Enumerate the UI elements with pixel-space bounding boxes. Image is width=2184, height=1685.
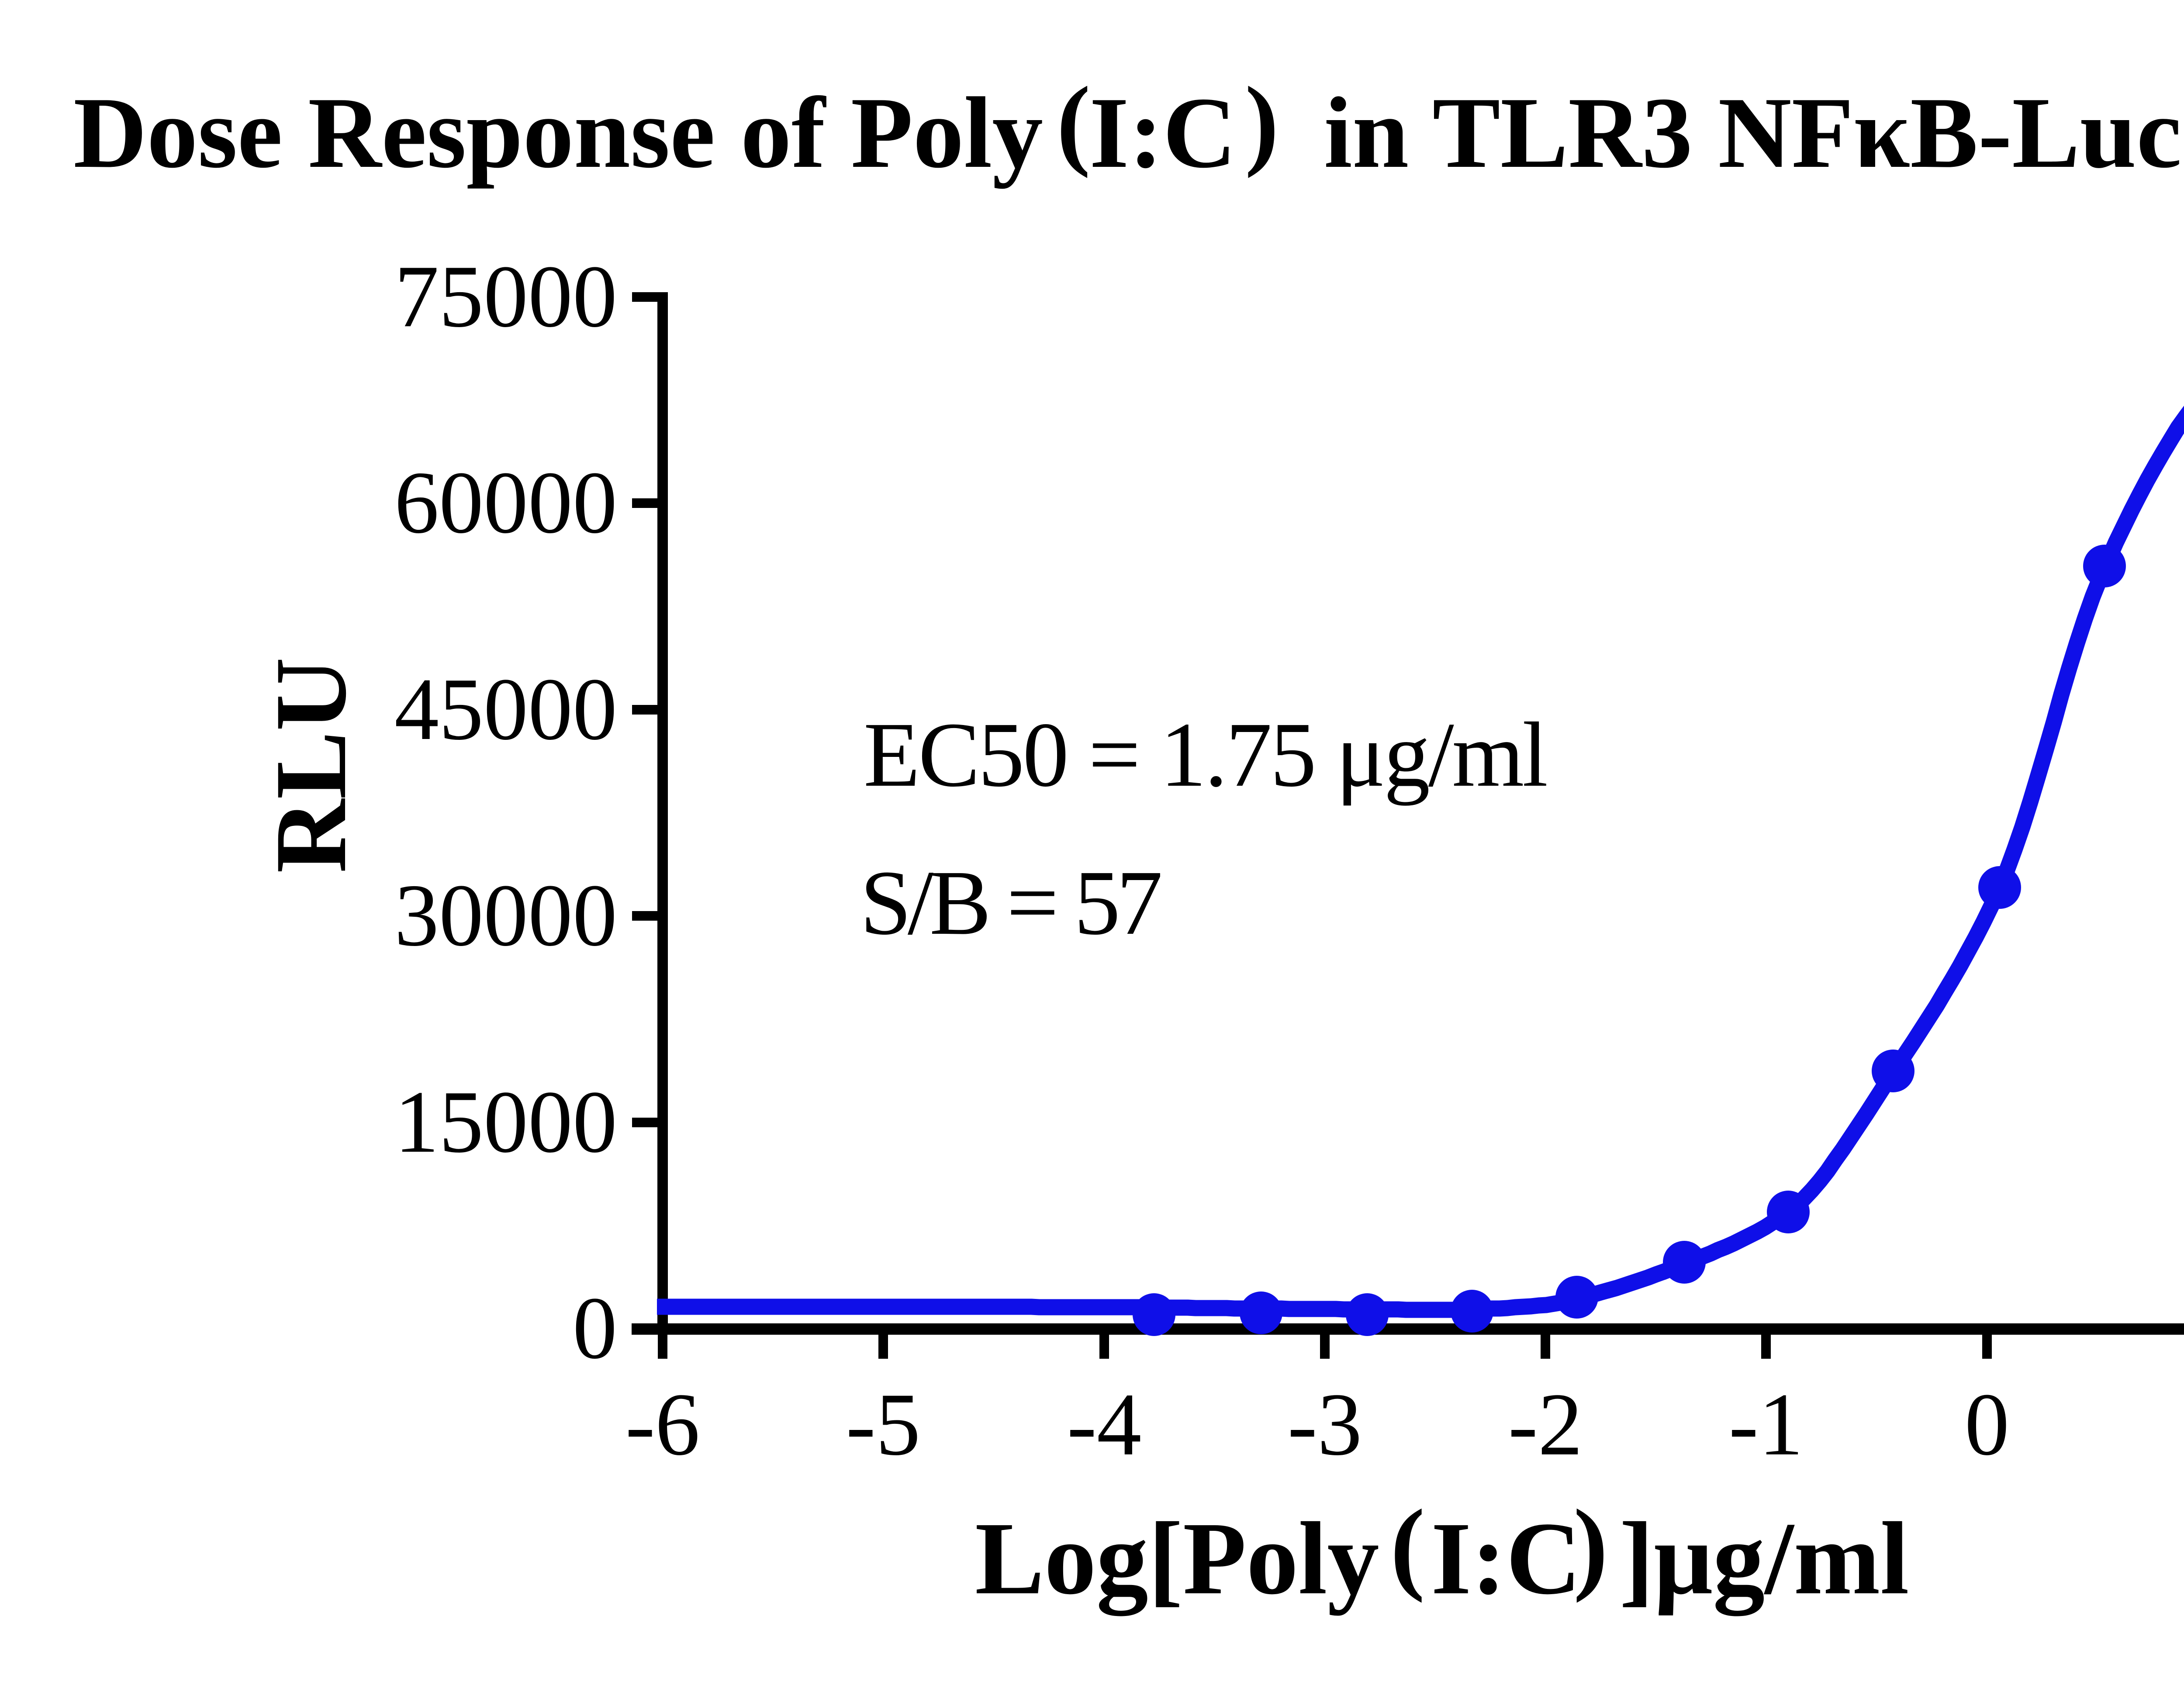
svg-text:-4: -4 [1067, 1375, 1142, 1474]
svg-text:60000: 60000 [394, 453, 617, 552]
svg-text:-3: -3 [1288, 1375, 1362, 1474]
svg-text:15000: 15000 [394, 1073, 617, 1171]
svg-text:-2: -2 [1508, 1375, 1583, 1474]
svg-text:]μg/ml: ]μg/ml [1619, 1501, 1909, 1616]
svg-text:I:C: I:C [1089, 76, 1237, 189]
svg-text:(: ( [1057, 66, 1091, 179]
svg-text:): ) [1245, 66, 1279, 179]
svg-text:-1: -1 [1729, 1375, 1804, 1474]
svg-text:(: ( [1390, 1488, 1425, 1603]
svg-text:Log[Poly: Log[Poly [975, 1501, 1379, 1616]
svg-text:): ) [1573, 1488, 1608, 1603]
svg-text:I:C: I:C [1431, 1501, 1581, 1616]
svg-text:RLU: RLU [254, 657, 367, 873]
svg-text:0: 0 [573, 1279, 617, 1378]
svg-text:in TLR3 NFκB-Luc: in TLR3 NFκB-Luc [1324, 76, 2182, 189]
svg-text:30000: 30000 [394, 866, 617, 965]
svg-text:-6: -6 [625, 1375, 700, 1474]
svg-text:0: 0 [1965, 1375, 2010, 1474]
svg-text:Dose Response of Poly: Dose Response of Poly [73, 76, 1043, 189]
svg-text:75000: 75000 [394, 247, 617, 346]
svg-text:EC50 = 1.75 μg/ml: EC50 = 1.75 μg/ml [864, 703, 1548, 806]
svg-text:-5: -5 [846, 1375, 921, 1474]
svg-text:S/B = 57: S/B = 57 [860, 851, 1163, 954]
svg-text:45000: 45000 [394, 660, 617, 759]
